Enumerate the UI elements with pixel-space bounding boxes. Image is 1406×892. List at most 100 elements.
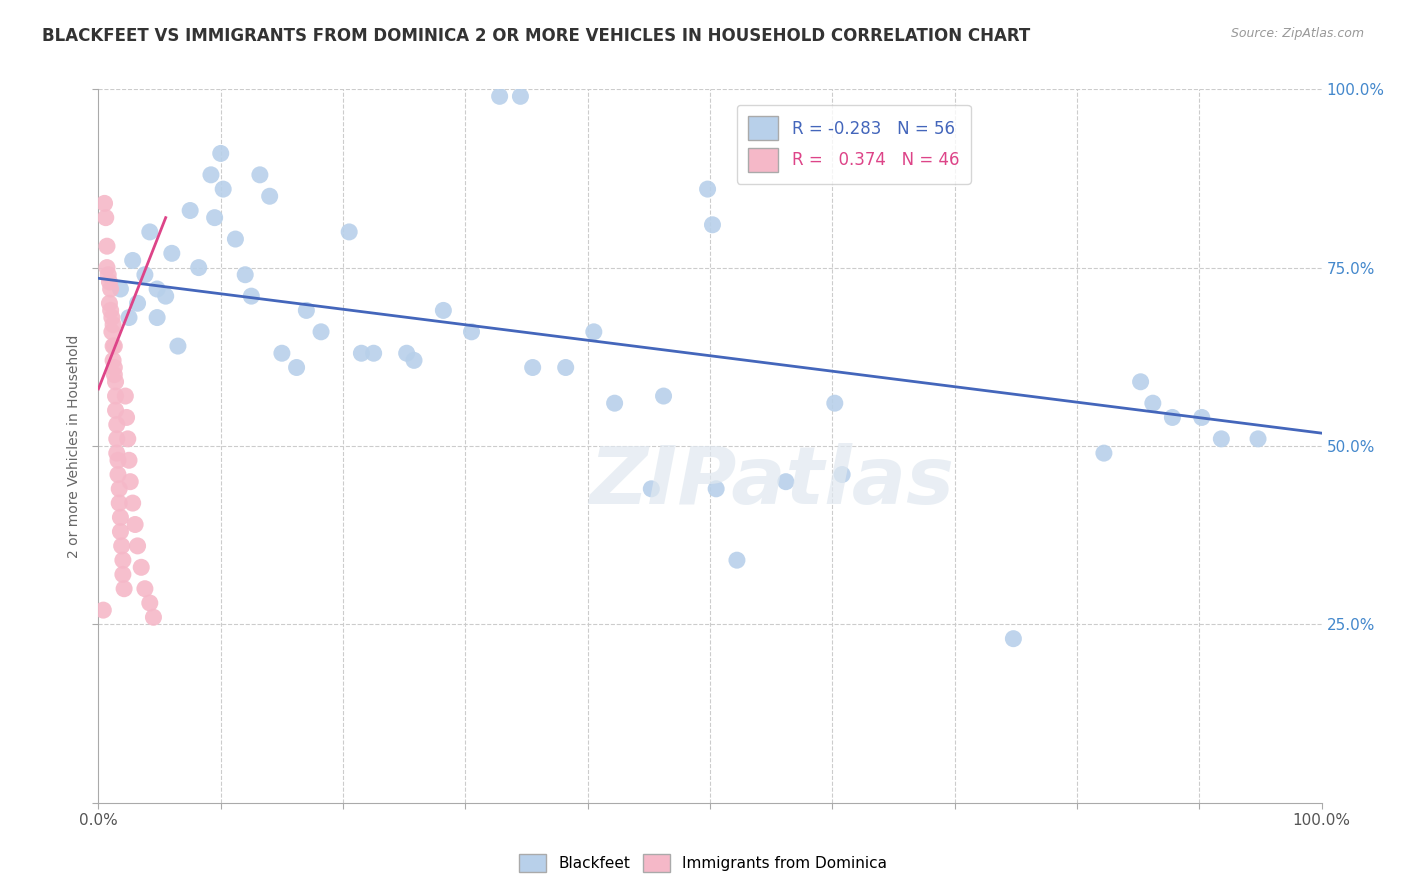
- Point: [337, 225, 360, 239]
- Point: [108, 482, 131, 496]
- Point: [105, 417, 128, 432]
- Point: [107, 467, 129, 482]
- Point: [240, 289, 263, 303]
- Point: [1191, 410, 1213, 425]
- Point: [139, 596, 162, 610]
- Point: [1211, 432, 1233, 446]
- Point: [488, 89, 510, 103]
- Point: [105, 432, 128, 446]
- Point: [104, 375, 127, 389]
- Point: [249, 168, 271, 182]
- Point: [350, 346, 373, 360]
- Point: [146, 282, 169, 296]
- Point: [134, 268, 156, 282]
- Point: [824, 396, 846, 410]
- Point: [103, 360, 125, 375]
- Point: [100, 282, 122, 296]
- Point: [105, 446, 128, 460]
- Point: [96, 239, 118, 253]
- Point: [98, 296, 121, 310]
- Point: [270, 346, 294, 360]
- Point: [1247, 432, 1270, 446]
- Point: [127, 296, 149, 310]
- Point: [118, 453, 141, 467]
- Point: [652, 389, 675, 403]
- Point: [702, 218, 724, 232]
- Point: [91, 603, 114, 617]
- Point: [115, 410, 138, 425]
- Point: [101, 310, 124, 325]
- Point: [101, 353, 124, 368]
- Point: [110, 282, 132, 296]
- Point: [582, 325, 605, 339]
- Point: [1002, 632, 1025, 646]
- Point: [117, 432, 139, 446]
- Point: [775, 475, 797, 489]
- Text: BLACKFEET VS IMMIGRANTS FROM DOMINICA 2 OR MORE VEHICLES IN HOUSEHOLD CORRELATIO: BLACKFEET VS IMMIGRANTS FROM DOMINICA 2 …: [42, 27, 1031, 45]
- Point: [285, 360, 308, 375]
- Point: [111, 553, 134, 567]
- Point: [554, 360, 576, 375]
- Point: [142, 610, 165, 624]
- Point: [725, 553, 748, 567]
- Point: [522, 360, 544, 375]
- Point: [1161, 410, 1184, 425]
- Point: [104, 389, 127, 403]
- Point: [94, 211, 117, 225]
- Point: [108, 496, 131, 510]
- Point: [134, 582, 156, 596]
- Point: [101, 318, 124, 332]
- Point: [696, 182, 718, 196]
- Legend: R = -0.283   N = 56, R =   0.374   N = 46: R = -0.283 N = 56, R = 0.374 N = 46: [737, 104, 970, 184]
- Point: [233, 268, 256, 282]
- Point: [146, 310, 169, 325]
- Point: [155, 289, 177, 303]
- Point: [402, 353, 425, 368]
- Point: [127, 539, 149, 553]
- Point: [160, 246, 183, 260]
- Point: [114, 389, 136, 403]
- Point: [97, 268, 120, 282]
- Point: [1092, 446, 1115, 460]
- Point: [100, 303, 122, 318]
- Point: [1129, 375, 1152, 389]
- Point: [212, 182, 235, 196]
- Point: [98, 275, 121, 289]
- Point: [363, 346, 385, 360]
- Point: [309, 325, 332, 339]
- Point: [167, 339, 190, 353]
- Point: [224, 232, 246, 246]
- Point: [640, 482, 662, 496]
- Point: [104, 403, 127, 417]
- Point: [509, 89, 531, 103]
- Point: [103, 368, 125, 382]
- Text: Source: ZipAtlas.com: Source: ZipAtlas.com: [1230, 27, 1364, 40]
- Point: [101, 325, 124, 339]
- Point: [124, 517, 146, 532]
- Point: [110, 524, 132, 539]
- Y-axis label: 2 or more Vehicles in Household: 2 or more Vehicles in Household: [67, 334, 82, 558]
- Point: [179, 203, 201, 218]
- Point: [101, 339, 124, 353]
- Point: [121, 253, 143, 268]
- Point: [107, 453, 129, 467]
- Legend: Blackfeet, Immigrants from Dominica: Blackfeet, Immigrants from Dominica: [512, 846, 894, 880]
- Point: [96, 260, 118, 275]
- Text: ZIPatlas: ZIPatlas: [589, 442, 953, 521]
- Point: [118, 310, 141, 325]
- Point: [187, 260, 209, 275]
- Point: [139, 225, 162, 239]
- Point: [259, 189, 281, 203]
- Point: [1142, 396, 1164, 410]
- Point: [200, 168, 222, 182]
- Point: [103, 339, 125, 353]
- Point: [831, 467, 853, 482]
- Point: [432, 303, 454, 318]
- Point: [93, 196, 115, 211]
- Point: [603, 396, 626, 410]
- Point: [204, 211, 226, 225]
- Point: [111, 539, 134, 553]
- Point: [295, 303, 318, 318]
- Point: [111, 567, 134, 582]
- Point: [112, 582, 135, 596]
